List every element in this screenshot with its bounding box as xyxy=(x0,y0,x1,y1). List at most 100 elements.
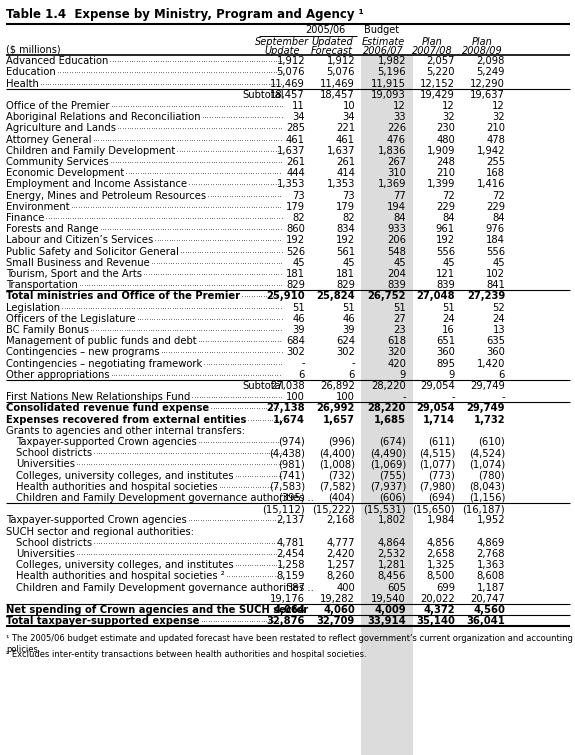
Text: Children and Family Development governance authorities ..: Children and Family Development governan… xyxy=(16,493,314,503)
Text: 285: 285 xyxy=(286,123,305,134)
Text: ¹ The 2005/06 budget estimate and updated forecast have been restated to reflect: ¹ The 2005/06 budget estimate and update… xyxy=(6,634,573,654)
Text: 829: 829 xyxy=(336,280,355,290)
Text: Updated: Updated xyxy=(311,37,353,47)
Text: 12: 12 xyxy=(442,101,455,111)
Text: Employment and Income Assistance: Employment and Income Assistance xyxy=(6,180,187,190)
Text: (674): (674) xyxy=(380,437,406,447)
Text: (610): (610) xyxy=(478,437,505,447)
Text: 20,747: 20,747 xyxy=(470,593,505,604)
Text: 1,732: 1,732 xyxy=(473,414,505,424)
Text: 8,608: 8,608 xyxy=(477,572,505,581)
Text: 1,942: 1,942 xyxy=(477,146,505,156)
Text: Health: Health xyxy=(6,79,39,88)
Text: Economic Development: Economic Development xyxy=(6,168,124,178)
Text: 11: 11 xyxy=(292,101,305,111)
Text: 33: 33 xyxy=(393,112,406,122)
Text: 226: 226 xyxy=(387,123,406,134)
Text: 121: 121 xyxy=(436,269,455,279)
Text: (741): (741) xyxy=(278,470,305,481)
Text: 12: 12 xyxy=(492,101,505,111)
Text: 102: 102 xyxy=(486,269,505,279)
Text: (1,156): (1,156) xyxy=(469,493,505,503)
Text: 8,456: 8,456 xyxy=(378,572,406,581)
Text: (981): (981) xyxy=(278,459,305,470)
Text: 45: 45 xyxy=(393,257,406,268)
Text: Plan: Plan xyxy=(421,37,442,47)
Text: Energy, Mines and Petroleum Resources: Energy, Mines and Petroleum Resources xyxy=(6,190,206,201)
Text: 1,685: 1,685 xyxy=(374,414,406,424)
Text: ² Excludes inter-entity transactions between health authorities and hospital soc: ² Excludes inter-entity transactions bet… xyxy=(6,650,367,659)
Text: 206: 206 xyxy=(387,236,406,245)
Text: (7,583): (7,583) xyxy=(269,482,305,492)
Text: 179: 179 xyxy=(286,202,305,211)
Text: 1,714: 1,714 xyxy=(423,414,455,424)
Text: Public Safety and Solicitor General: Public Safety and Solicitor General xyxy=(6,247,179,257)
Text: Contingencies – negotiating framework: Contingencies – negotiating framework xyxy=(6,359,202,368)
Text: 5,249: 5,249 xyxy=(477,67,505,77)
Text: Education: Education xyxy=(6,67,56,77)
Text: Update: Update xyxy=(264,46,300,56)
Text: -: - xyxy=(301,359,305,368)
Text: 302: 302 xyxy=(286,347,305,357)
Text: 12,290: 12,290 xyxy=(470,79,505,88)
Text: 221: 221 xyxy=(336,123,355,134)
Text: 1,325: 1,325 xyxy=(427,560,455,570)
Text: (694): (694) xyxy=(428,493,455,503)
Text: 4,864: 4,864 xyxy=(378,538,406,548)
Text: Expenses recovered from external entities: Expenses recovered from external entitie… xyxy=(6,414,246,424)
Text: 84: 84 xyxy=(443,213,455,223)
Text: Total taxpayer-supported expense: Total taxpayer-supported expense xyxy=(6,616,200,626)
Text: 2005/06: 2005/06 xyxy=(305,25,345,35)
Text: Health authorities and hospital societies ²: Health authorities and hospital societie… xyxy=(16,572,225,581)
Text: SUCH sector and regional authorities:: SUCH sector and regional authorities: xyxy=(6,526,194,537)
Text: 1,187: 1,187 xyxy=(477,583,505,593)
Text: School districts: School districts xyxy=(16,448,92,458)
Text: 1,258: 1,258 xyxy=(277,560,305,570)
Text: 651: 651 xyxy=(436,336,455,346)
Text: 13: 13 xyxy=(492,325,505,335)
Text: 20,022: 20,022 xyxy=(420,593,455,604)
Text: 45: 45 xyxy=(442,257,455,268)
Text: Children and Family Development: Children and Family Development xyxy=(6,146,175,156)
Text: 4,560: 4,560 xyxy=(473,605,505,615)
Text: Aboriginal Relations and Reconciliation: Aboriginal Relations and Reconciliation xyxy=(6,112,201,122)
Text: 194: 194 xyxy=(387,202,406,211)
Text: 82: 82 xyxy=(292,213,305,223)
Bar xyxy=(361,55,413,755)
Text: 19,540: 19,540 xyxy=(371,593,406,604)
Text: 24: 24 xyxy=(492,314,505,324)
Text: 684: 684 xyxy=(286,336,305,346)
Text: 1,399: 1,399 xyxy=(427,180,455,190)
Text: Consolidated revenue fund expense: Consolidated revenue fund expense xyxy=(6,403,209,413)
Text: Colleges, university colleges, and institutes: Colleges, university colleges, and insti… xyxy=(16,560,233,570)
Text: 387: 387 xyxy=(286,583,305,593)
Text: Plan: Plan xyxy=(472,37,492,47)
Text: Management of public funds and debt: Management of public funds and debt xyxy=(6,336,197,346)
Text: 444: 444 xyxy=(286,168,305,178)
Text: 51: 51 xyxy=(342,303,355,313)
Text: 192: 192 xyxy=(336,236,355,245)
Text: 26,992: 26,992 xyxy=(317,403,355,413)
Text: 192: 192 xyxy=(286,236,305,245)
Text: 12: 12 xyxy=(393,101,406,111)
Text: 16: 16 xyxy=(442,325,455,335)
Text: 561: 561 xyxy=(336,247,355,257)
Text: 2,658: 2,658 xyxy=(427,549,455,559)
Text: Forests and Range: Forests and Range xyxy=(6,224,98,234)
Text: (1,077): (1,077) xyxy=(419,459,455,470)
Text: (974): (974) xyxy=(278,437,305,447)
Text: 10: 10 xyxy=(342,101,355,111)
Text: 255: 255 xyxy=(486,157,505,167)
Text: 1,257: 1,257 xyxy=(327,560,355,570)
Text: 39: 39 xyxy=(292,325,305,335)
Text: Total ministries and Office of the Premier: Total ministries and Office of the Premi… xyxy=(6,291,240,301)
Text: 25,910: 25,910 xyxy=(266,291,305,301)
Text: 9: 9 xyxy=(448,370,455,380)
Text: 2,057: 2,057 xyxy=(427,56,455,66)
Text: 4,064: 4,064 xyxy=(273,605,305,615)
Text: 210: 210 xyxy=(436,168,455,178)
Text: 29,749: 29,749 xyxy=(470,381,505,391)
Text: 6: 6 xyxy=(499,370,505,380)
Text: 360: 360 xyxy=(486,347,505,357)
Text: (7,582): (7,582) xyxy=(319,482,355,492)
